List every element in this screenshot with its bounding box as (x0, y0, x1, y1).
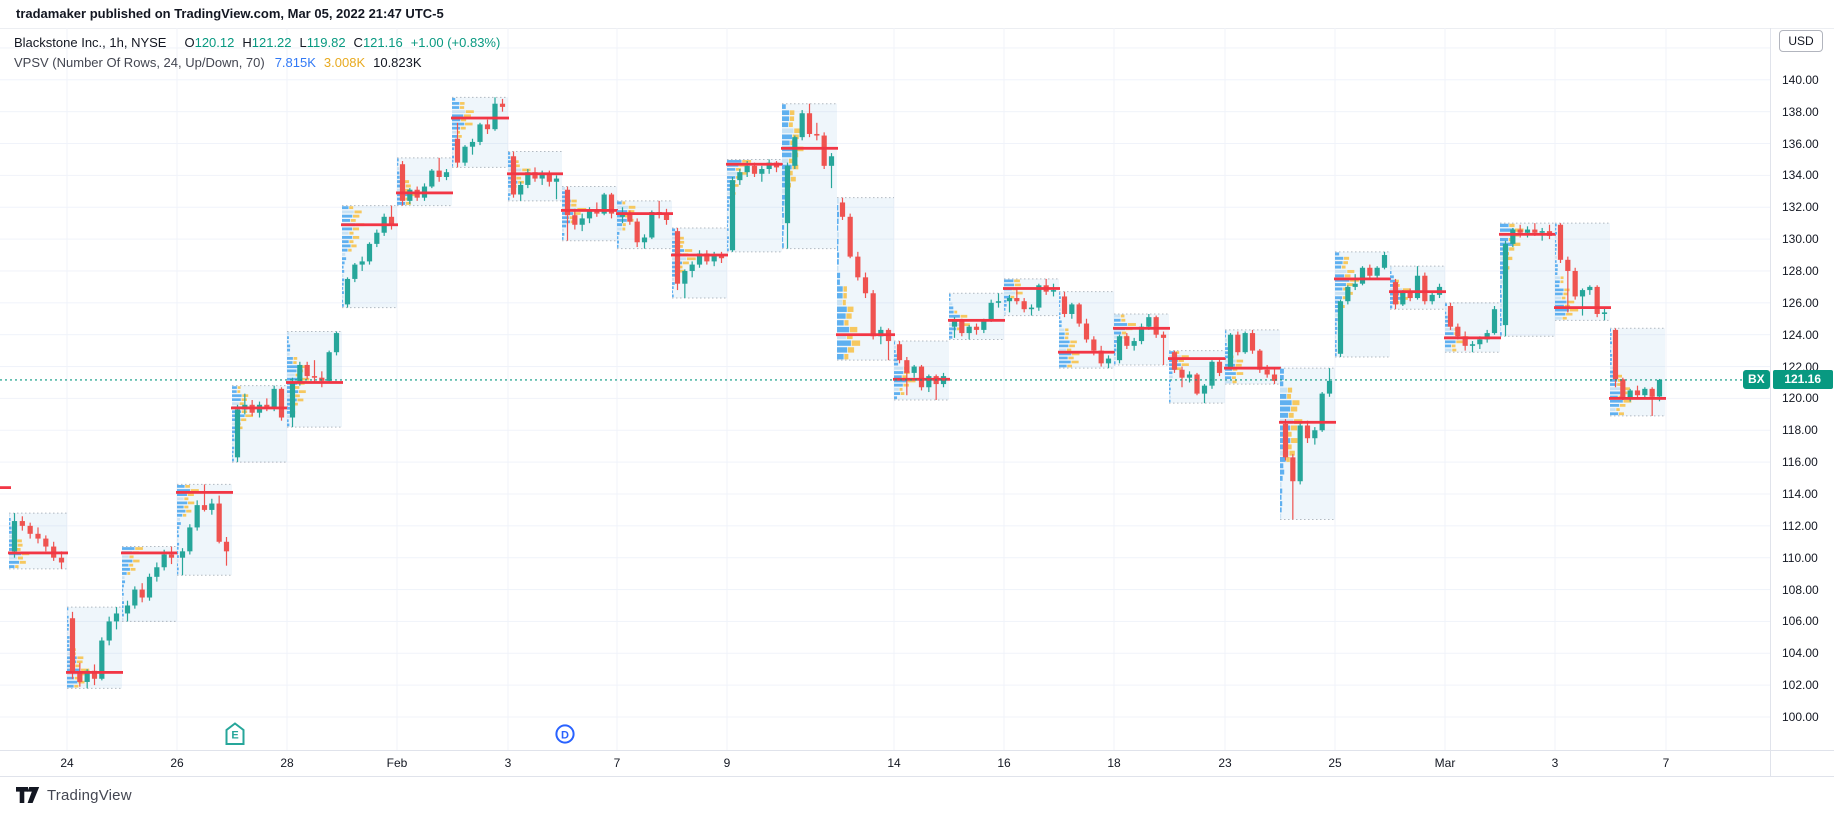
attribution-text: tradamaker published on TradingView.com,… (16, 6, 444, 21)
indicator-legend-row[interactable]: VPSV (Number Of Rows, 24, Up/Down, 70) 7.… (14, 53, 500, 73)
time-axis-label: 26 (170, 756, 184, 770)
close-value: 121.16 (362, 35, 403, 50)
time-axis-label: 16 (997, 756, 1011, 770)
time-axis-label: 14 (887, 756, 901, 770)
open-value: 120.12 (194, 35, 235, 50)
time-axis-label: 25 (1328, 756, 1342, 770)
symbol-legend-row[interactable]: Blackstone Inc., 1h, NYSE O120.12 H121.22 L… (14, 33, 500, 53)
price-axis-label: 114.00 (1782, 486, 1818, 501)
tradingview-logo-text: TradingView (47, 786, 132, 804)
indicator-down-volume: 3.008K (323, 55, 366, 70)
time-axis-label: Mar (1434, 756, 1456, 770)
price-axis-label: 104.00 (1782, 646, 1819, 661)
last-price-label: BX 121.16 (1743, 370, 1833, 390)
chart-frame-bottom-border (0, 776, 1834, 777)
price-axis-label: 106.00 (1782, 614, 1819, 629)
price-axis-label: 126.00 (1782, 295, 1819, 310)
last-price-value: 121.16 (1772, 370, 1833, 390)
price-axis-label: 102.00 (1782, 678, 1819, 693)
chart-legend: Blackstone Inc., 1h, NYSE O120.12 H121.22 L… (14, 33, 500, 73)
svg-text:E: E (231, 730, 238, 742)
time-axis-label: 18 (1107, 756, 1121, 770)
price-axis-label: 110.00 (1782, 550, 1818, 565)
close-label: C (353, 35, 363, 50)
high-value: 121.22 (251, 35, 292, 50)
time-axis-label: 9 (723, 756, 731, 770)
time-axis-label: 3 (1551, 756, 1559, 770)
price-axis-label: 130.00 (1782, 232, 1819, 247)
time-axis-border (0, 750, 1834, 751)
price-axis-label: 132.00 (1782, 200, 1819, 215)
price-axis-label: 118.00 (1782, 423, 1818, 438)
price-axis-label: 128.00 (1782, 263, 1819, 278)
price-axis-label: 108.00 (1782, 582, 1819, 597)
time-axis-label: 7 (613, 756, 621, 770)
price-axis-border (1770, 28, 1771, 776)
high-label: H (242, 35, 252, 50)
low-label: L (299, 35, 307, 50)
symbol-chip: BX (1743, 370, 1770, 390)
indicator-total-volume: 10.823K (373, 55, 422, 70)
time-axis-label: 7 (1662, 756, 1670, 770)
time-axis-label: 23 (1218, 756, 1232, 770)
price-axis-label: 120.00 (1782, 391, 1819, 406)
price-axis-label: 140.00 (1782, 72, 1819, 87)
price-axis-label: 122.00 (1782, 359, 1819, 374)
price-axis-label: 112.00 (1782, 518, 1818, 533)
time-axis-label: 3 (504, 756, 512, 770)
tradingview-footer[interactable]: TradingView (16, 784, 132, 806)
earnings-badge[interactable]: E (225, 722, 245, 746)
svg-text:D: D (561, 730, 569, 742)
currency-badge[interactable]: USD (1779, 30, 1823, 52)
time-axis-label: Feb (386, 756, 408, 770)
open-label: O (184, 35, 195, 50)
price-axis-label: 116.00 (1782, 455, 1818, 470)
price-axis-label: 100.00 (1782, 710, 1819, 724)
time-axis-label: 24 (60, 756, 74, 770)
indicator-name[interactable]: VPSV (Number Of Rows, 24, Up/Down, 70) (14, 55, 265, 70)
indicator-up-volume: 7.815K (274, 55, 316, 70)
dividend-badge[interactable]: D (555, 722, 575, 746)
attribution-bar: tradamaker published on TradingView.com,… (0, 0, 1834, 29)
symbol-title[interactable]: Blackstone Inc., 1h, NYSE (14, 35, 167, 50)
time-axis-label: 28 (280, 756, 294, 770)
change-value: +1.00 (+0.83%) (410, 35, 501, 50)
price-axis-label: 124.00 (1782, 327, 1819, 342)
tradingview-logo-icon (16, 786, 40, 803)
price-axis-label: 134.00 (1782, 168, 1819, 183)
price-axis-label: 138.00 (1782, 104, 1819, 119)
low-value: 119.82 (306, 35, 346, 50)
price-axis-label: 136.00 (1782, 136, 1819, 151)
